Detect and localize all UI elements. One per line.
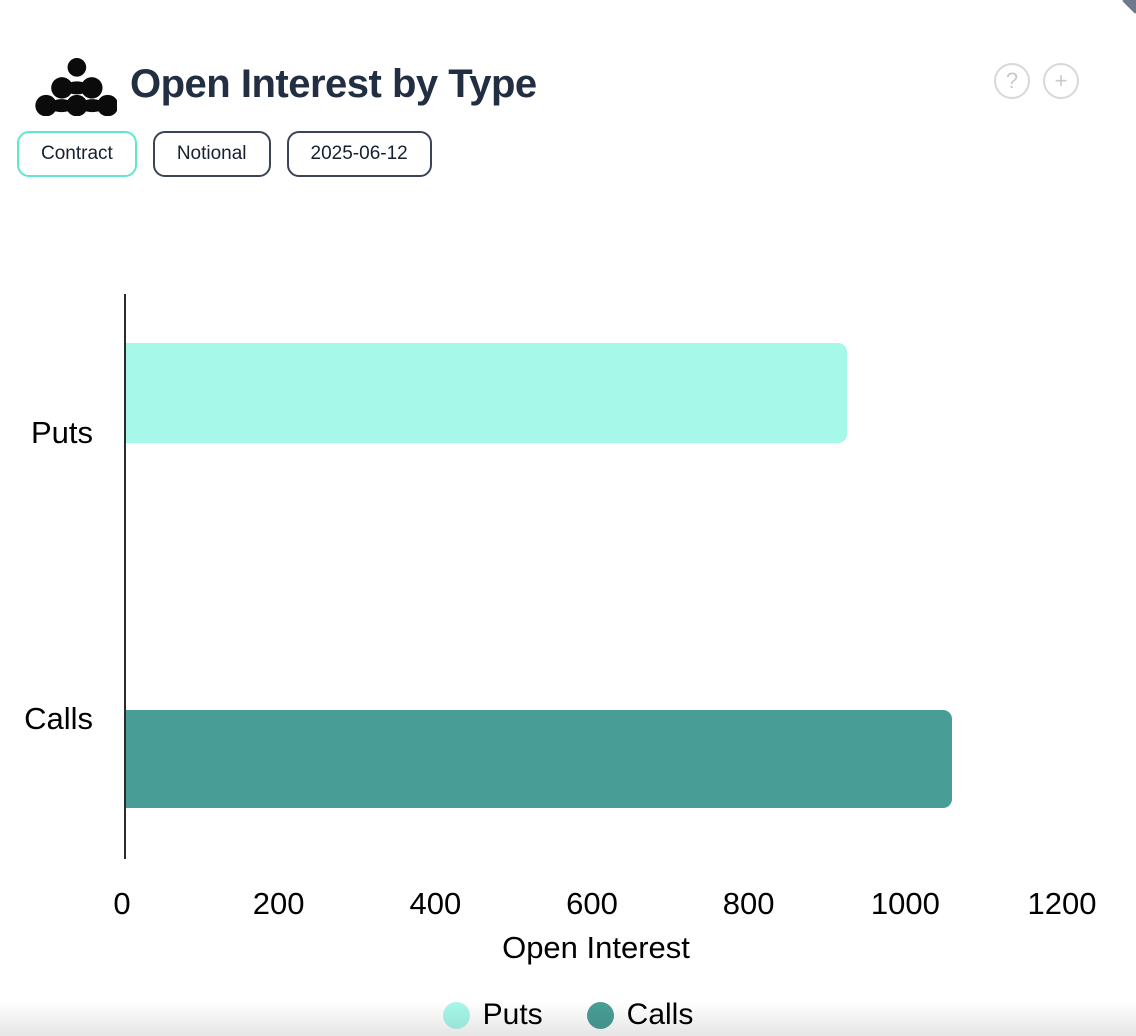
date-selector-button[interactable]: 2025-06-12 — [286, 131, 432, 177]
legend-item-calls[interactable]: Calls — [586, 998, 694, 1032]
app-logo — [33, 56, 119, 117]
y-tick-label-calls: Calls — [24, 701, 93, 736]
help-icon[interactable]: ? — [994, 63, 1030, 99]
x-tick-label-200: 200 — [252, 886, 305, 921]
x-tick-label-400: 400 — [409, 886, 462, 921]
y-tick-label-puts: Puts — [30, 415, 93, 450]
screen-corner-artifact — [1122, 0, 1136, 14]
legend-label-puts: Puts — [483, 998, 543, 1032]
x-tick-label-0: 0 — [113, 886, 131, 921]
add-icon[interactable]: + — [1043, 63, 1079, 99]
bar-puts[interactable] — [126, 343, 847, 443]
legend-swatch-puts — [442, 1001, 470, 1029]
x-tick-label-1200: 1200 — [1027, 886, 1097, 921]
x-tick-label-800: 800 — [722, 886, 775, 921]
toggle-notional-button[interactable]: Notional — [152, 131, 271, 177]
dot-pyramid-logo-icon — [35, 58, 119, 117]
x-tick-label-1000: 1000 — [870, 886, 940, 921]
chart-controls: Contract Notional 2025-06-12 — [17, 131, 432, 177]
legend-label-calls: Calls — [627, 998, 694, 1032]
bar-calls[interactable] — [126, 710, 953, 808]
x-axis-title: Open Interest — [502, 930, 690, 965]
help-glyph: ? — [1005, 68, 1019, 93]
header-actions: ? + — [994, 63, 1079, 99]
y-axis-line — [124, 294, 126, 859]
add-glyph: + — [1054, 68, 1068, 93]
bottom-fade — [0, 1002, 1136, 1036]
legend-item-puts[interactable]: Puts — [442, 998, 543, 1032]
x-tick-label-600: 600 — [566, 886, 618, 921]
toggle-contract-button[interactable]: Contract — [17, 131, 137, 177]
page-title: Open Interest by Type — [130, 62, 537, 106]
legend-swatch-calls — [586, 1001, 614, 1029]
chart-legend: Puts Calls — [0, 998, 1136, 1032]
